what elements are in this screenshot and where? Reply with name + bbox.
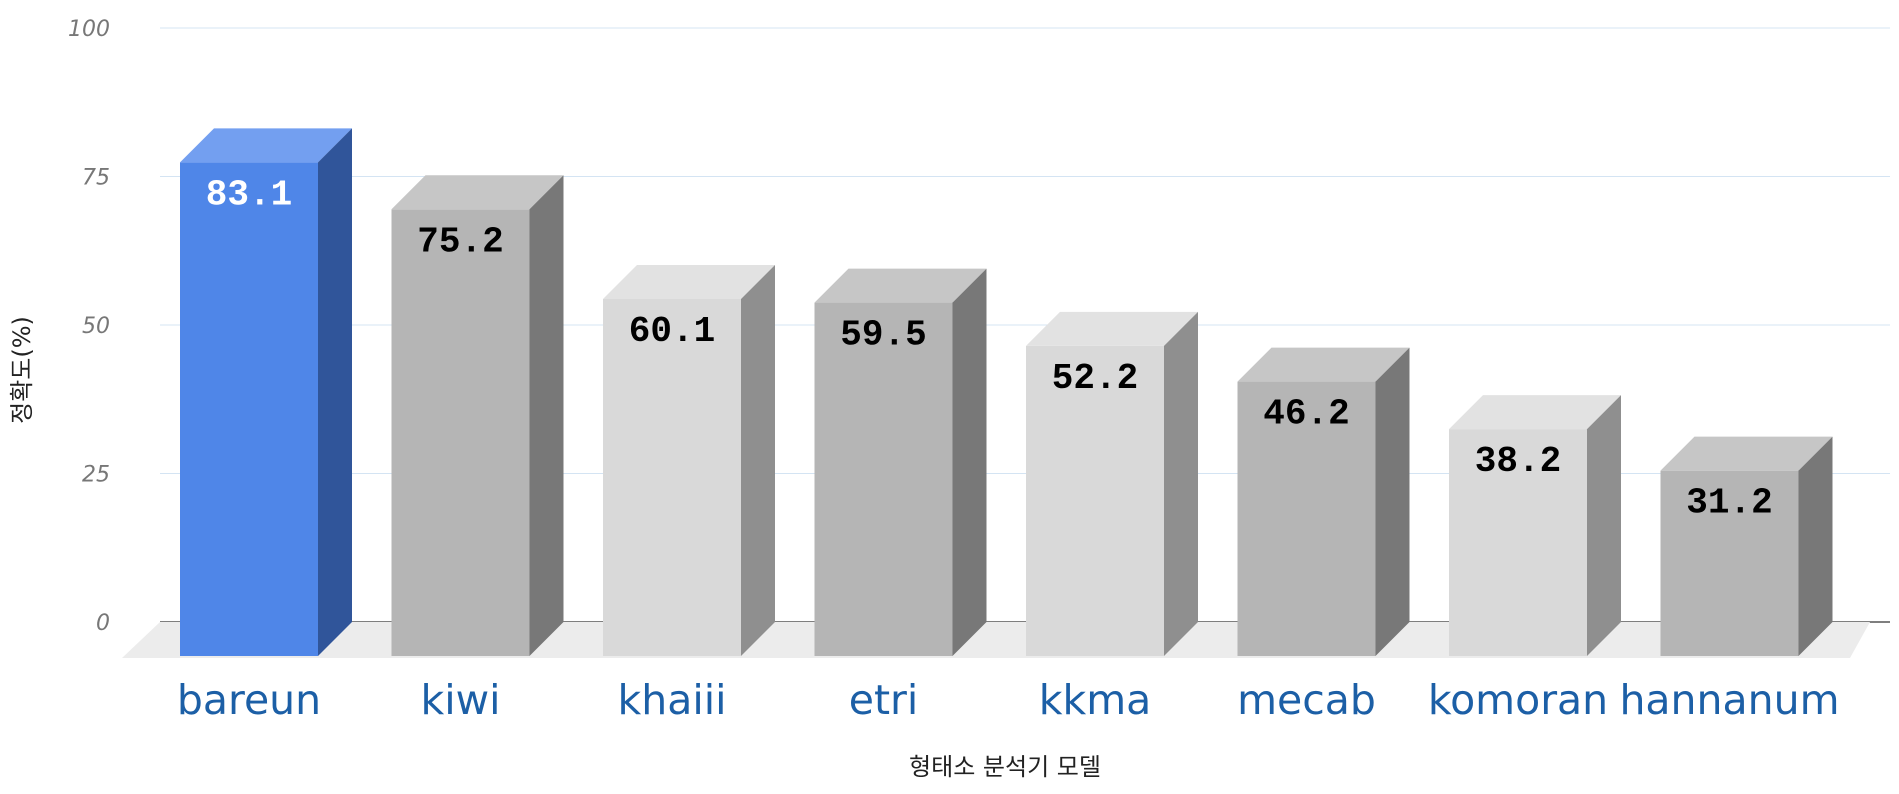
bar-front [603,299,741,656]
x-tick-label: bareun [177,676,321,724]
x-axis-title: 형태소 분석기 모델 [909,753,1101,781]
bar-komoran: 38.2 [1449,395,1621,656]
x-tick-label: kkma [1039,676,1152,724]
bar-value-label: 52.2 [1052,358,1138,399]
bar-front [391,209,530,656]
bar-side [1375,347,1410,656]
bar-etri: 59.5 [814,268,987,656]
bar-bareun: 83.1 [180,128,352,657]
bar-side [952,268,987,656]
y-axis-ticks: 0 25 50 75 100 [68,17,110,636]
bar-front [1026,345,1164,656]
bar-value-label: 31.2 [1686,483,1772,524]
bar-top [814,268,987,303]
bar-side [741,265,775,656]
y-tick-label: 75 [82,166,110,191]
x-tick-label: komoran [1428,676,1608,724]
chart-floor [122,622,1870,658]
bar-value-label: 38.2 [1475,441,1561,482]
y-axis-title: 정확도(%) [8,316,36,424]
x-tick-label: mecab [1237,676,1376,724]
bar-top [180,128,352,163]
y-tick-label: 50 [82,314,110,339]
bar-front [1660,470,1799,656]
bar-top [391,175,564,210]
bar-value-label: 75.2 [417,221,503,262]
bar-hannanum: 31.2 [1660,436,1833,656]
bar-value-label: 83.1 [206,174,292,215]
bar-front [180,162,318,657]
bar-front [814,302,953,656]
bar-top [603,265,775,300]
y-tick-label: 100 [68,17,110,42]
bar-kiwi: 75.2 [391,175,564,656]
bar-value-label: 46.2 [1263,394,1349,435]
x-tick-label: kiwi [420,676,500,724]
floor-plane [122,622,1870,658]
bar-side [1798,436,1833,656]
bar-kkma: 52.2 [1026,311,1198,656]
bar-front [1449,429,1587,656]
bar-top [1660,436,1833,471]
y-tick-label: 0 [96,611,110,636]
x-axis-ticks: bareun kiwi khaiii etri kkma mecab komoran hann… [177,676,1840,724]
bar-front [1237,381,1376,656]
bar-side [1164,311,1198,656]
x-tick-label: etri [849,676,919,724]
bar-mecab: 46.2 [1237,347,1410,656]
bar-value-label: 60.1 [629,311,715,352]
bar-top [1026,311,1198,346]
bar-top [1449,395,1621,430]
bar-khaiii: 60.1 [603,265,775,656]
bar-side [529,175,564,656]
x-tick-label: hannanum [1619,676,1839,724]
bar-value-label: 59.5 [840,315,926,356]
x-tick-label: khaiii [617,676,726,724]
bar-top [1237,347,1410,382]
bar-side [318,128,352,657]
bars: 83.1 75.2 60.1 59.5 52.2 46.2 38.2 31.2 [180,128,1833,657]
bar-side [1587,395,1621,656]
y-tick-label: 25 [82,463,110,488]
